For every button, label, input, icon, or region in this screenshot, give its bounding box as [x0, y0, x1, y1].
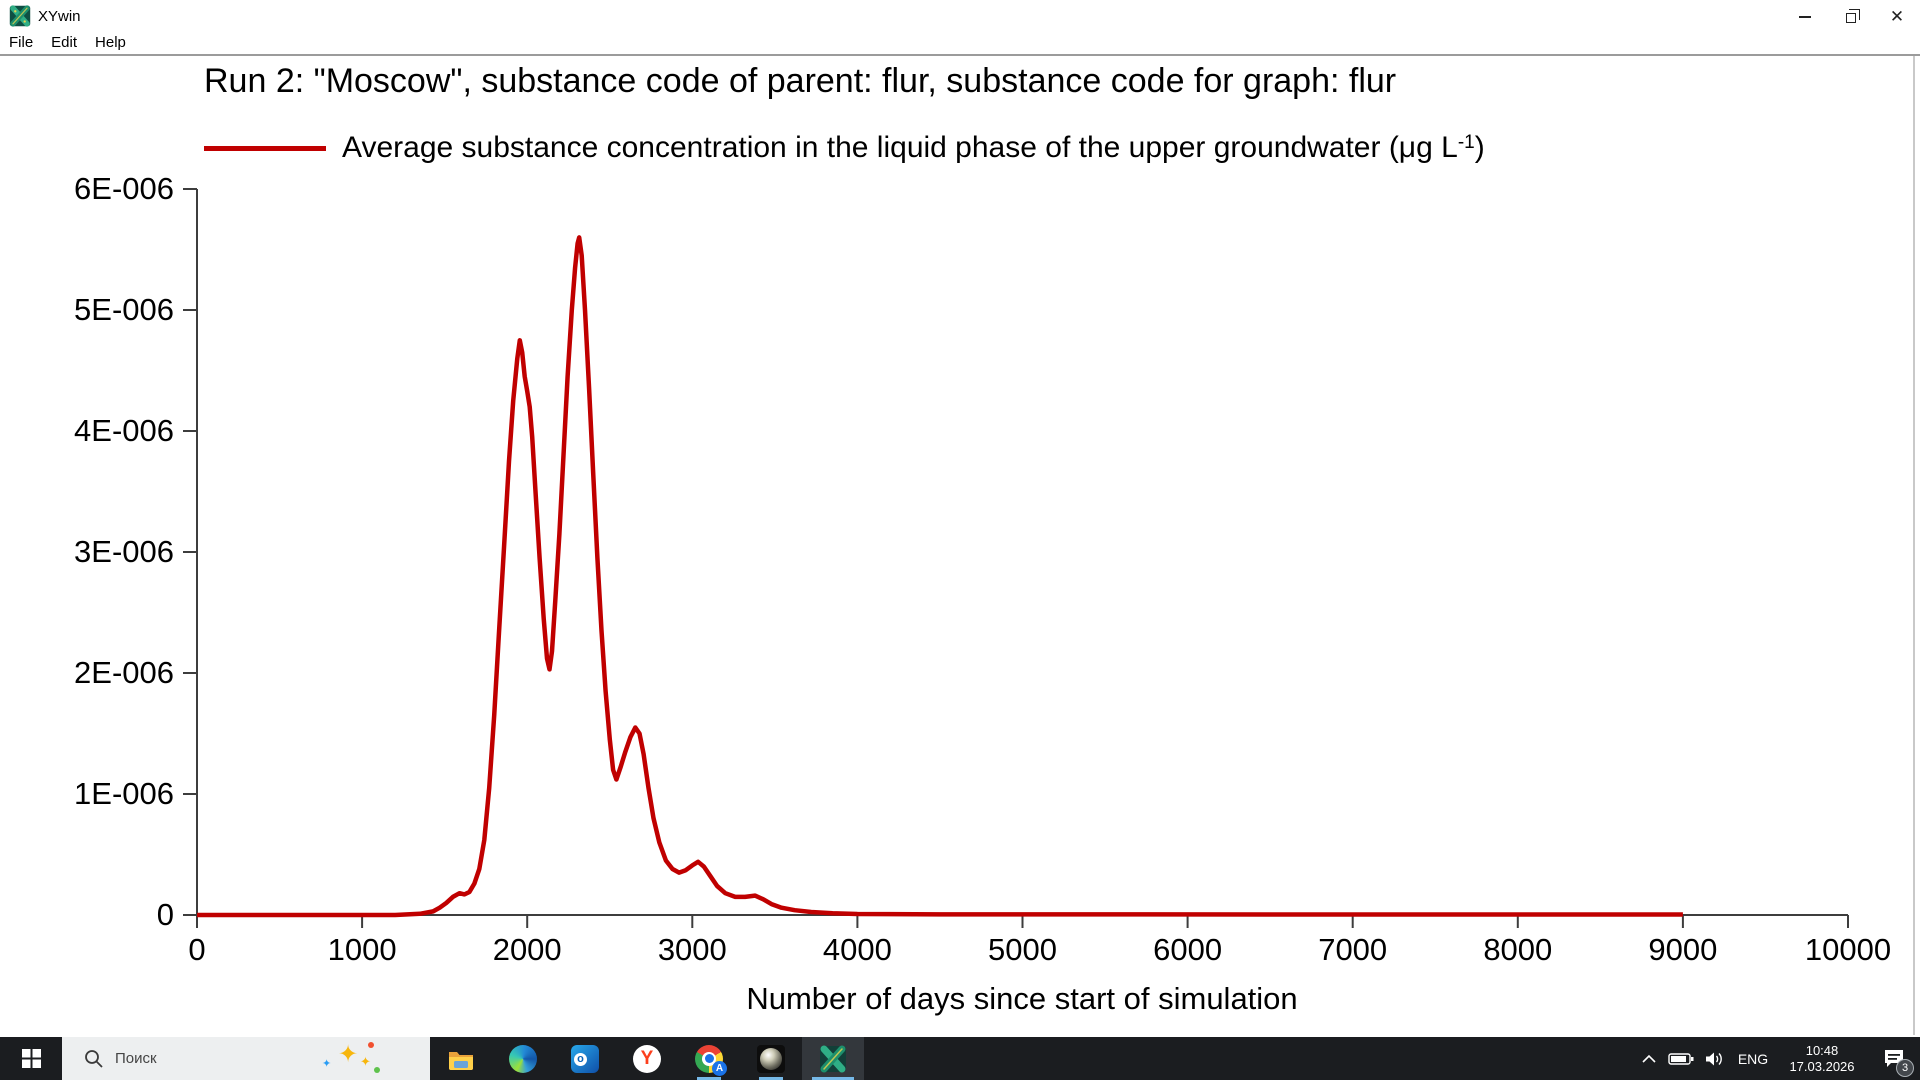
taskbar-app-xywin[interactable] — [802, 1037, 864, 1080]
battery-indicator[interactable] — [1664, 1037, 1698, 1080]
sphere-app-icon — [757, 1044, 785, 1073]
x-tick-label: 5000 — [988, 932, 1057, 967]
x-tick-label: 2000 — [492, 932, 562, 967]
concentration-curve — [197, 235, 1683, 918]
window-controls: ✕ — [1782, 0, 1920, 33]
x-tick-label: 1000 — [327, 932, 397, 967]
y-tick-label: 6E-006 — [74, 171, 174, 206]
x-tick-label: 0 — [188, 932, 206, 967]
search-highlights-icon[interactable]: ✦ ✦ ✦ — [320, 1037, 382, 1080]
chart-title: Run 2: "Moscow", substance code of paren… — [204, 62, 1397, 100]
battery-icon — [1668, 1052, 1694, 1065]
chart-legend: Average substance concentration in the l… — [204, 131, 1485, 165]
y-tick-label: 3E-006 — [74, 534, 174, 569]
xywin-logo-icon — [9, 5, 31, 27]
tray-expand-button[interactable] — [1634, 1037, 1664, 1080]
menubar: File Edit Help — [0, 33, 1920, 54]
action-center-button[interactable]: 3 — [1868, 1037, 1920, 1080]
x-tick-label: 3000 — [657, 932, 727, 967]
menu-item-edit[interactable]: Edit — [51, 34, 78, 51]
language-indicator[interactable]: ENG — [1737, 1050, 1769, 1067]
notification-count-badge: 3 — [1896, 1059, 1914, 1077]
start-button[interactable] — [0, 1037, 62, 1080]
client-area-right-border — [1913, 56, 1915, 1035]
search-icon — [85, 1050, 103, 1068]
x-tick-label: 6000 — [1153, 932, 1223, 967]
legend-label: Average substance concentration in the l… — [342, 131, 1485, 164]
close-icon: ✕ — [1889, 7, 1905, 26]
edge-icon — [509, 1044, 537, 1073]
tray-time: 10:48 — [1805, 1042, 1839, 1058]
x-tick-label: 4000 — [822, 932, 892, 967]
taskbar: Поиск ✦ ✦ ✦ o Y A — [0, 1037, 1920, 1080]
tray-date: 17.03.2026 — [1789, 1058, 1855, 1074]
minimize-icon — [1799, 15, 1811, 18]
titlebar: XYwin ✕ — [0, 0, 1920, 33]
taskbar-apps: o Y A — [430, 1037, 864, 1080]
taskbar-app-sphere[interactable] — [740, 1037, 802, 1080]
x-tick-label: 7000 — [1318, 932, 1388, 967]
taskbar-search[interactable]: Поиск ✦ ✦ ✦ — [62, 1037, 430, 1080]
menu-item-help[interactable]: Help — [95, 34, 126, 51]
restore-button[interactable] — [1828, 0, 1874, 33]
minimize-button[interactable] — [1782, 0, 1828, 33]
restore-icon — [1846, 8, 1860, 23]
windows-logo-icon — [21, 1049, 41, 1068]
y-tick-label: 4E-006 — [74, 413, 174, 448]
chevron-up-icon — [1642, 1054, 1656, 1063]
close-button[interactable]: ✕ — [1874, 0, 1920, 33]
taskbar-app-chrome[interactable]: A — [678, 1037, 740, 1080]
chrome-profile-badge: A — [712, 1060, 727, 1076]
active-indicator — [812, 1077, 854, 1080]
chrome-icon: A — [695, 1044, 727, 1076]
window-title: XYwin — [38, 8, 81, 25]
outlook-icon: o — [571, 1044, 599, 1073]
y-tick-label: 1E-006 — [74, 776, 174, 811]
yandex-browser-icon: Y — [633, 1044, 661, 1073]
x-tick-label: 9000 — [1648, 932, 1718, 967]
client-area-top-border — [0, 54, 1920, 56]
x-tick-label: 8000 — [1483, 932, 1553, 967]
taskbar-app-outlook[interactable]: o — [554, 1037, 616, 1080]
taskbar-app-yandex-browser[interactable]: Y — [616, 1037, 678, 1080]
xywin-icon — [820, 1045, 846, 1072]
legend-line-swatch — [204, 145, 326, 151]
running-indicator — [697, 1077, 721, 1080]
clock[interactable]: 10:48 17.03.2026 — [1776, 1037, 1868, 1080]
x-axis-title: Number of days since start of simulation — [746, 981, 1298, 1016]
y-tick-label: 2E-006 — [74, 655, 174, 690]
y-tick-label: 0 — [156, 897, 174, 932]
taskbar-app-file-explorer[interactable] — [430, 1037, 492, 1080]
volume-indicator[interactable] — [1698, 1037, 1730, 1080]
y-tick-label: 5E-006 — [74, 292, 174, 327]
speaker-icon — [1706, 1052, 1722, 1065]
file-explorer-icon — [447, 1045, 475, 1073]
x-tick-label: 10000 — [1804, 932, 1892, 967]
taskbar-app-edge[interactable] — [492, 1037, 554, 1080]
menu-item-file[interactable]: File — [9, 34, 34, 51]
system-tray: ENG 10:48 17.03.2026 3 — [1634, 1037, 1920, 1080]
running-indicator — [759, 1077, 783, 1080]
search-placeholder: Поиск — [115, 1050, 157, 1067]
